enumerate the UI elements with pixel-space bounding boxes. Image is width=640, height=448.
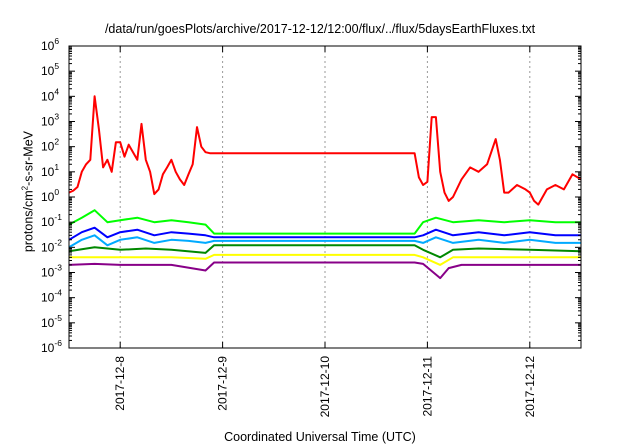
y-tick-label-base: 10	[41, 240, 55, 254]
y-axis-label-pre: protons/cm	[21, 190, 36, 253]
chart-title: /data/run/goesPlots/archive/2017-12-12/1…	[104, 22, 536, 36]
series-lines	[68, 95, 582, 280]
y-tick-label-exponent: -2	[54, 237, 62, 247]
y-tick-label-base: 10	[41, 266, 55, 280]
x-tick-label: 2017-12-11	[420, 356, 434, 417]
y-tick-label-exponent: 0	[54, 187, 59, 197]
y-tick-label: 10-1	[41, 212, 62, 229]
y-tick-label: 106	[41, 36, 59, 53]
y-tick-label: 100	[41, 187, 59, 204]
y-axis-label: protons/cm2-s-sr-MeV	[20, 92, 35, 292]
y-tick-label-base: 10	[41, 190, 55, 204]
y-tick-label-exponent: 2	[54, 137, 59, 147]
y-tick-label-exponent: -4	[54, 288, 62, 298]
y-tick-label-base: 10	[41, 39, 55, 53]
y-tick-label: 10-5	[41, 313, 62, 330]
x-axis-label: Coordinated Universal Time (UTC)	[224, 430, 416, 444]
series-line	[68, 209, 581, 235]
x-tick-label: 2017-12-10	[318, 356, 332, 418]
y-tick-label-base: 10	[41, 64, 55, 78]
y-tick-label-base: 10	[41, 215, 55, 229]
x-tick-label: 2017-12-9	[216, 356, 230, 411]
y-tick-label: 102	[41, 137, 59, 154]
y-tick-label: 10-2	[41, 237, 62, 254]
y-tick-label: 10-4	[41, 288, 62, 305]
y-tick-label-exponent: -1	[54, 212, 62, 222]
y-tick-label-base: 10	[41, 165, 55, 179]
y-tick-label-exponent: 1	[54, 162, 59, 172]
x-axis: 2017-12-8 2017-12-9 2017-12-10 2017-12-11 20…	[113, 46, 537, 417]
y-tick-label-exponent: 4	[54, 86, 59, 96]
y-tick-label-base: 10	[41, 341, 55, 355]
y-tick-label: 105	[41, 61, 59, 78]
y-tick-label-base: 10	[41, 89, 55, 103]
y-tick-label-exponent: -5	[54, 313, 62, 323]
y-tick-label: 104	[41, 86, 59, 103]
series-line	[68, 95, 582, 206]
x-tick-label: 2017-12-8	[113, 356, 127, 411]
series-line	[68, 234, 581, 249]
series-line	[69, 253, 581, 266]
y-tick-label: 103	[41, 112, 59, 129]
y-tick-label-exponent: -6	[54, 338, 62, 348]
y-axis-label-post: -s-sr-MeV	[21, 131, 36, 186]
x-tick-label: 2017-12-12	[523, 356, 537, 418]
y-tick-label-exponent: 3	[54, 112, 59, 122]
grid-lines	[119, 46, 531, 348]
y-tick-label-exponent: 5	[54, 61, 59, 71]
y-axis: 10-610-510-410-310-210-11001011021031041…	[41, 36, 581, 355]
series-line	[68, 261, 581, 280]
y-axis-label-sup: 2	[20, 185, 30, 191]
series-line	[68, 244, 582, 259]
y-tick-label-base: 10	[41, 115, 55, 129]
y-tick-label: 101	[41, 162, 59, 179]
series-line	[68, 226, 581, 241]
y-tick-label: 10-6	[41, 338, 62, 355]
y-tick-label-exponent: 6	[54, 36, 59, 46]
y-tick-label-base: 10	[41, 291, 55, 305]
y-tick-label-base: 10	[41, 140, 55, 154]
y-tick-label-base: 10	[41, 316, 55, 330]
y-tick-label: 10-3	[41, 263, 62, 280]
y-tick-label-exponent: -3	[54, 263, 62, 273]
